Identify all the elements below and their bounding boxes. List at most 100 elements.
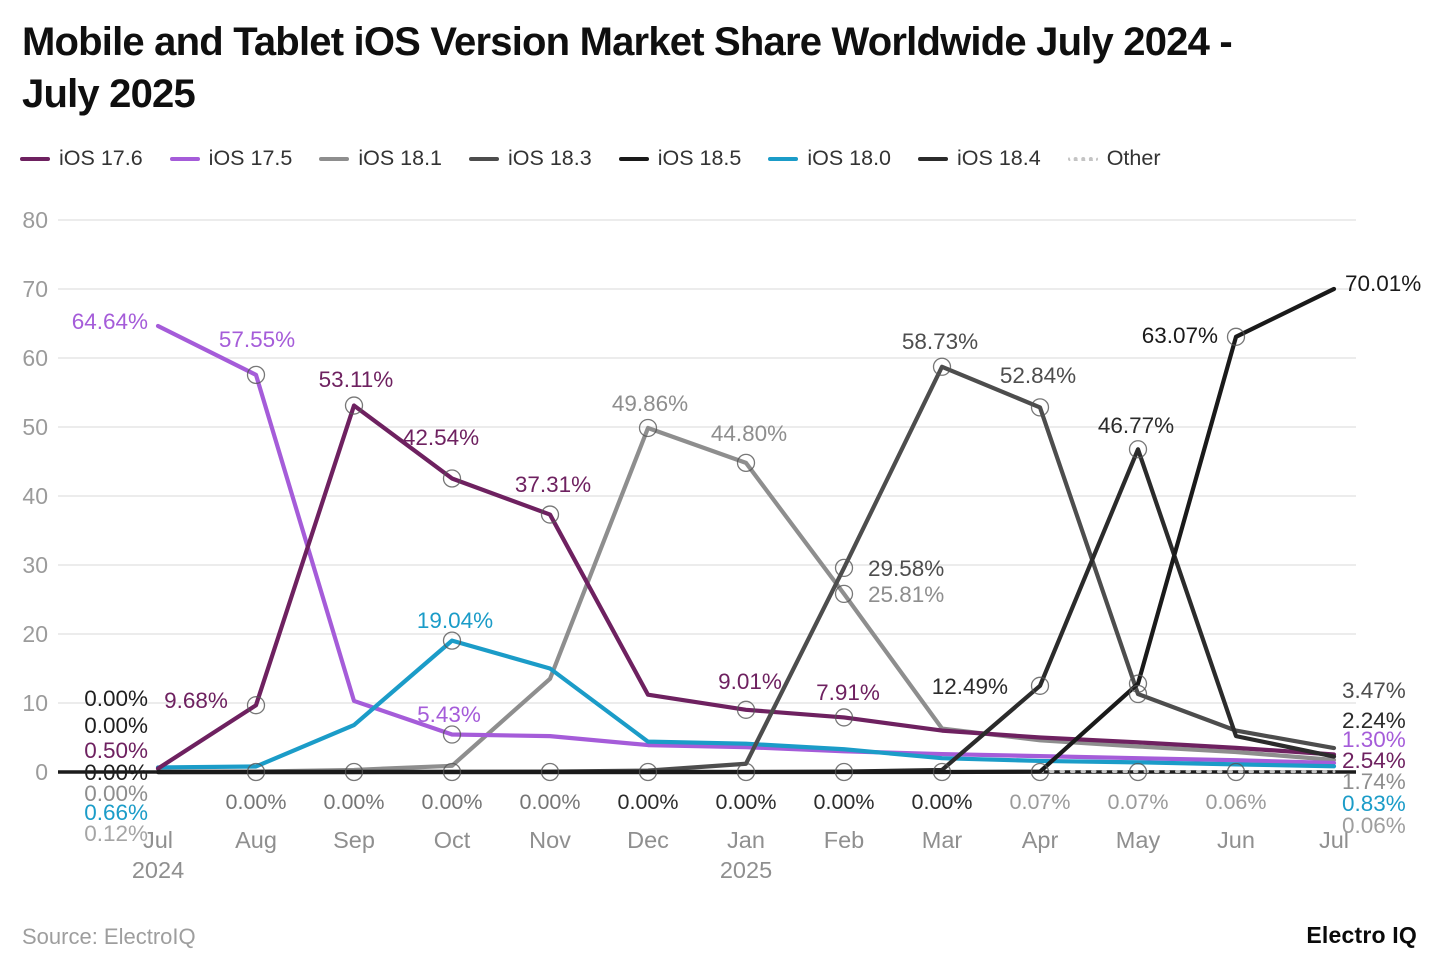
x-axis-tick-label: Jun — [1217, 827, 1255, 853]
data-label: 42.54% — [403, 425, 479, 450]
legend-swatch-ios-17-5 — [169, 156, 200, 161]
legend-label: iOS 18.1 — [358, 146, 443, 170]
data-label: 3.47% — [1342, 678, 1406, 703]
point-marker-ios-18-1 — [834, 584, 854, 604]
y-axis-tick-label: 80 — [22, 207, 48, 233]
point-marker-ios-18-3 — [1128, 684, 1148, 704]
brand-logo: Electro IQ — [1306, 922, 1417, 948]
bottom-data-label: 0.00% — [814, 790, 875, 814]
legend-swatch-ios-17-6 — [20, 156, 50, 161]
data-label: 0.00% — [84, 760, 148, 785]
x-axis-tick-year: 2025 — [720, 857, 772, 883]
data-label: 37.31% — [515, 472, 591, 497]
data-label: 5.43% — [417, 702, 481, 727]
zero-point-marker — [540, 762, 560, 782]
point-marker-ios-17-5 — [246, 365, 266, 385]
legend-item-ios-18-3[interactable]: iOS 18.3 — [469, 146, 592, 171]
series-line-ios-18-5 — [155, 286, 1337, 775]
zero-point-marker — [834, 762, 854, 782]
point-marker-ios-18-5 — [1226, 327, 1246, 346]
data-label: 52.84% — [1000, 363, 1076, 388]
data-label: 12.49% — [932, 674, 1008, 699]
data-label: 9.01% — [718, 669, 782, 694]
data-label: 1.74% — [1342, 769, 1406, 794]
data-label: 0.06% — [1342, 813, 1406, 838]
point-marker-ios-17-6 — [344, 396, 364, 415]
legend-item-ios-18-5[interactable]: iOS 18.5 — [618, 146, 742, 171]
bottom-data-label: 0.07% — [1010, 790, 1071, 814]
point-marker-ios-17-6 — [442, 469, 462, 488]
y-axis-tick-label: 40 — [22, 483, 48, 509]
x-axis-tick-label: Nov — [529, 827, 571, 853]
series-line-ios-18-0 — [155, 638, 1337, 770]
data-label: 64.64% — [72, 309, 148, 334]
series-line-ios-18-1 — [155, 425, 1337, 775]
y-axis-tick-label: 70 — [22, 276, 48, 302]
bottom-data-label: 0.00% — [226, 790, 287, 814]
series-line-ios-17-6 — [155, 403, 1337, 771]
legend-label: iOS 18.5 — [657, 146, 742, 170]
legend-label: iOS 18.0 — [807, 146, 892, 170]
y-axis-tick-label: 20 — [22, 621, 48, 647]
point-marker-ios-17-6 — [834, 708, 854, 727]
zero-point-marker — [932, 762, 952, 782]
data-label: 19.04% — [417, 608, 493, 633]
point-marker-ios-17-5 — [442, 725, 462, 744]
bottom-data-label: 0.00% — [618, 790, 679, 814]
bottom-data-label: 0.00% — [422, 790, 483, 814]
legend-item-ios-17-6[interactable]: iOS 17.6 — [20, 146, 143, 171]
legend-item-ios-18-0[interactable]: iOS 18.0 — [768, 146, 891, 171]
y-axis-tick-label: 50 — [22, 414, 48, 440]
bottom-data-label: 0.00% — [716, 790, 777, 814]
data-label: 0.00% — [84, 713, 148, 738]
x-axis-tick-label: Feb — [824, 827, 865, 853]
data-label: 2.54% — [1342, 748, 1406, 773]
point-marker-ios-18-1 — [638, 418, 658, 438]
data-label: 53.11% — [319, 367, 394, 392]
data-label: 0.50% — [84, 738, 148, 763]
legend-label: iOS 18.3 — [508, 146, 592, 170]
point-marker-ios-17-6 — [736, 700, 756, 719]
data-label: 46.77% — [1098, 413, 1174, 438]
zero-point-marker — [442, 762, 462, 782]
legend-item-ios-18-1[interactable]: iOS 18.1 — [319, 146, 442, 171]
x-axis-tick-label: May — [1116, 827, 1161, 853]
data-label: 0.12% — [84, 821, 148, 846]
page-title: Mobile and Tablet iOS Version Market Sha… — [22, 20, 1233, 116]
data-label: 58.73% — [902, 329, 978, 354]
bottom-data-label: 0.00% — [912, 790, 973, 814]
x-axis-tick-label: Oct — [434, 827, 471, 853]
y-axis-tick-label: 30 — [22, 552, 48, 578]
x-axis-tick-label: Mar — [922, 827, 963, 853]
x-axis-tick-label: Sep — [333, 827, 375, 853]
point-marker-ios-18-5 — [1128, 674, 1148, 693]
point-marker-ios-18-3 — [1030, 398, 1050, 417]
point-marker-ios-18-3 — [932, 357, 952, 376]
data-label: 57.55% — [219, 327, 295, 352]
legend-item-ios-18-4[interactable]: iOS 18.4 — [918, 146, 1041, 171]
legend-item-ios-17-5[interactable]: iOS 17.5 — [169, 146, 293, 171]
y-axis-tick-label: 10 — [22, 690, 48, 716]
legend-label: iOS 17.5 — [208, 146, 293, 170]
x-axis-tick-label: Jul — [1319, 827, 1349, 853]
bottom-data-label: 0.00% — [324, 790, 385, 814]
data-label: 0.66% — [84, 800, 148, 825]
data-label: 0.00% — [84, 781, 148, 806]
source-note: Source: ElectroIQ — [22, 924, 196, 949]
point-marker-ios-18-1 — [736, 453, 756, 473]
zero-point-marker — [736, 762, 756, 782]
series-line-ios-17-5 — [155, 323, 1337, 766]
x-axis-tick-year: 2024 — [132, 857, 184, 883]
zero-point-marker — [1226, 762, 1246, 782]
bottom-data-label: 0.07% — [1108, 790, 1169, 814]
legend-label: iOS 17.6 — [59, 146, 143, 170]
x-axis-tick-label: Aug — [235, 827, 277, 853]
x-axis-tick-label: Dec — [627, 827, 669, 853]
y-axis-tick-label: 60 — [22, 345, 48, 371]
data-label: 1.30% — [1342, 727, 1406, 752]
data-label: 9.68% — [164, 688, 228, 713]
legend-item-other[interactable]: Other — [1067, 146, 1161, 171]
legend-label: Other — [1106, 146, 1161, 170]
